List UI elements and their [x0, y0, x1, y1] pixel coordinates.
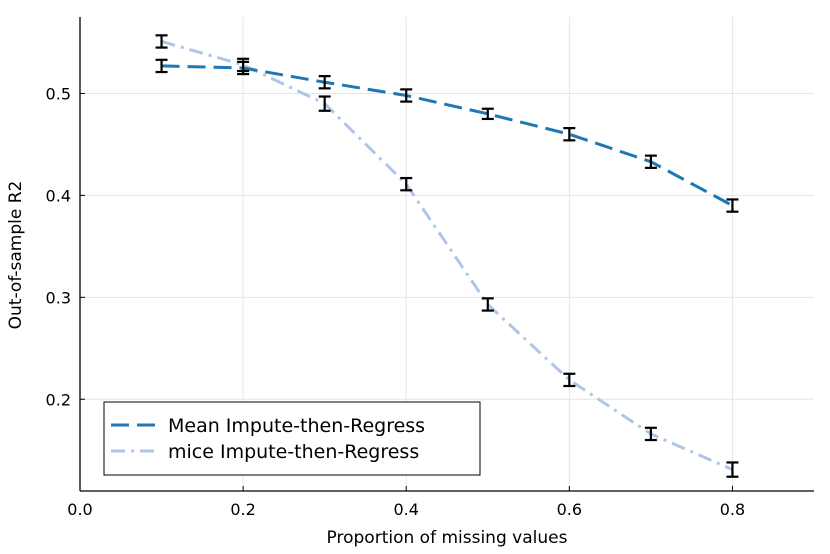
legend-label-mice: mice Impute-then-Regress [168, 441, 419, 463]
error-bar-mice [318, 95, 331, 112]
legend: Mean Impute-then-Regress mice Impute-the… [103, 401, 481, 476]
error-bar-mice [400, 176, 413, 192]
error-bar-mice [726, 461, 739, 478]
error-bar-mean [481, 107, 494, 121]
y-tick-label: 0.4 [46, 186, 71, 205]
error-bar-mice [237, 57, 250, 73]
error-layer [155, 34, 739, 478]
x-tick-label: 0.8 [720, 500, 745, 519]
y-axis-title: Out-of-sample R2 [6, 181, 26, 330]
series-line-mean [161, 64, 734, 207]
error-bar-mean [400, 88, 413, 103]
x-axis-title: Proportion of missing values [327, 528, 568, 548]
y-tick-label: 0.5 [46, 84, 71, 103]
error-bar-mice [563, 372, 576, 388]
x-tick-label: 0.2 [230, 500, 255, 519]
y-tick-label: 0.3 [46, 288, 71, 307]
x-tick-label: 0.0 [67, 500, 92, 519]
x-tick-label: 0.6 [557, 500, 582, 519]
error-bar-mice [481, 297, 494, 312]
error-bar-mice [155, 34, 168, 49]
error-bar-mean [644, 154, 657, 169]
tick-layer: 0.0 0.2 0.4 0.6 0.8 0.2 0.3 0.4 0.5 [46, 84, 746, 519]
error-bar-mean [318, 75, 331, 90]
axes-layer [79, 17, 814, 492]
error-bar-mean [155, 58, 168, 74]
error-bar-mice [644, 426, 657, 442]
error-bar-mean [563, 127, 576, 142]
series-layer [161, 40, 734, 471]
y-tick-label: 0.2 [46, 390, 71, 409]
error-bar-mean [726, 198, 739, 213]
legend-box [103, 401, 481, 476]
x-tick-label: 0.4 [393, 500, 418, 519]
legend-label-mean: Mean Impute-then-Regress [168, 415, 425, 437]
